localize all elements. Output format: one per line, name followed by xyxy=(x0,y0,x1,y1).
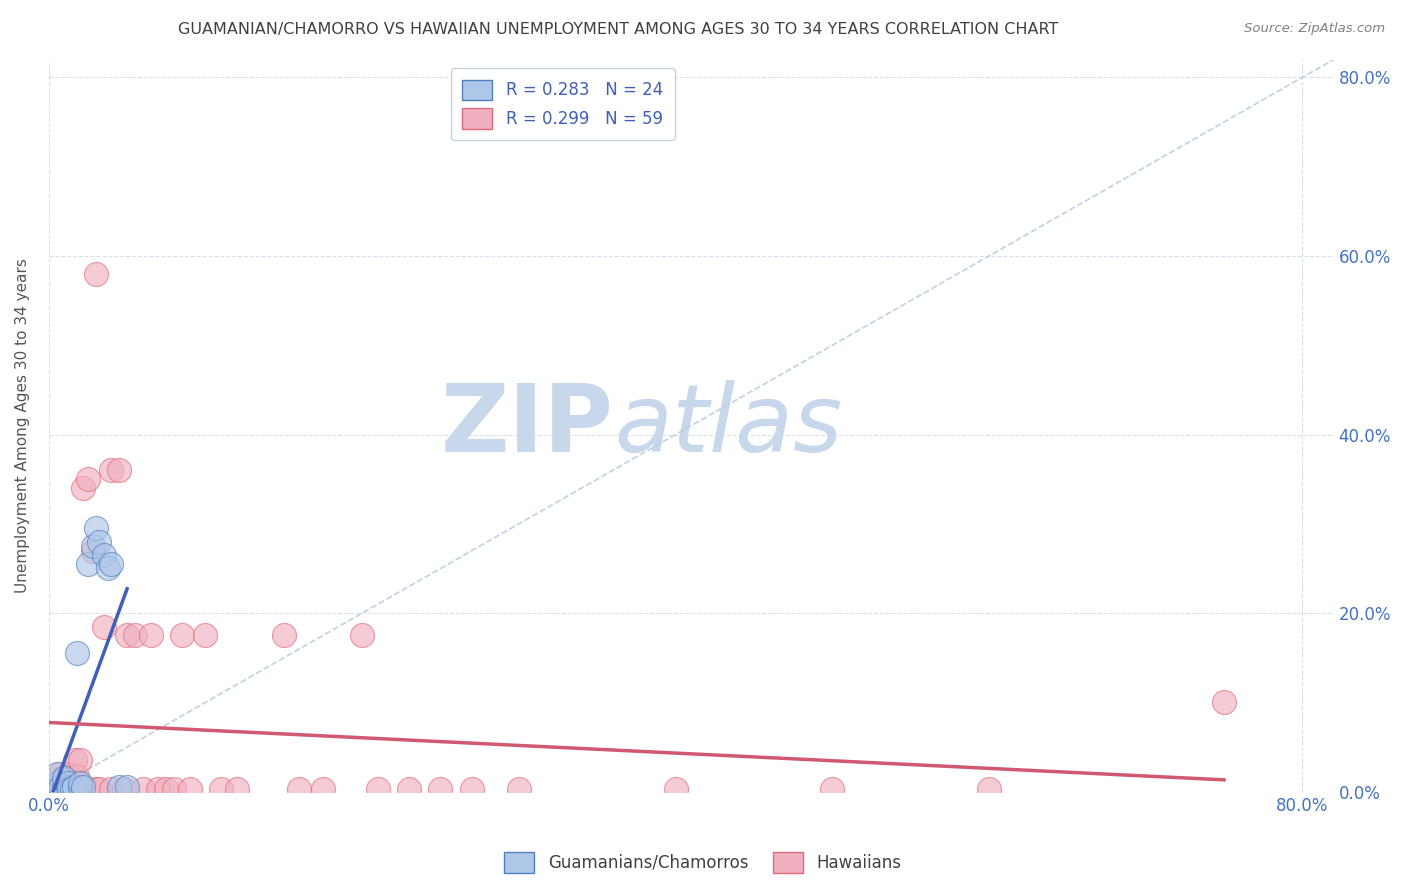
Point xyxy=(56,776,79,790)
Point xyxy=(66,646,89,660)
Point xyxy=(821,782,844,797)
Point xyxy=(48,767,70,781)
Point xyxy=(53,772,76,786)
Point xyxy=(56,769,79,783)
Point xyxy=(77,557,100,571)
Point xyxy=(132,782,155,797)
Point xyxy=(312,782,335,797)
Text: Source: ZipAtlas.com: Source: ZipAtlas.com xyxy=(1244,22,1385,36)
Point xyxy=(429,782,451,797)
Text: GUAMANIAN/CHAMORRO VS HAWAIIAN UNEMPLOYMENT AMONG AGES 30 TO 34 YEARS CORRELATIO: GUAMANIAN/CHAMORRO VS HAWAIIAN UNEMPLOYM… xyxy=(179,22,1059,37)
Point xyxy=(179,782,201,797)
Point xyxy=(112,782,135,797)
Point xyxy=(72,780,94,795)
Point xyxy=(1213,695,1236,709)
Point xyxy=(42,782,65,797)
Point xyxy=(58,782,80,797)
Point xyxy=(77,472,100,486)
Point xyxy=(100,557,122,571)
Point xyxy=(139,628,162,642)
Text: ZIP: ZIP xyxy=(441,380,614,472)
Point xyxy=(48,780,70,795)
Point xyxy=(45,767,67,781)
Point xyxy=(69,782,91,797)
Point xyxy=(194,628,217,642)
Point xyxy=(155,782,177,797)
Point xyxy=(93,548,115,562)
Y-axis label: Unemployment Among Ages 30 to 34 years: Unemployment Among Ages 30 to 34 years xyxy=(15,258,30,593)
Point xyxy=(66,769,89,783)
Point xyxy=(48,782,70,797)
Point xyxy=(148,782,170,797)
Point xyxy=(84,267,107,281)
Point xyxy=(352,628,374,642)
Point xyxy=(45,776,67,790)
Point xyxy=(163,782,186,797)
Text: atlas: atlas xyxy=(614,380,842,471)
Point xyxy=(63,782,86,797)
Point xyxy=(63,769,86,783)
Point xyxy=(45,776,67,790)
Point xyxy=(51,782,73,797)
Point xyxy=(60,782,83,797)
Point xyxy=(398,782,420,797)
Point xyxy=(508,782,530,797)
Point xyxy=(77,782,100,797)
Point xyxy=(53,776,76,790)
Point xyxy=(53,780,76,795)
Point xyxy=(461,782,484,797)
Point xyxy=(977,782,1000,797)
Point xyxy=(66,782,89,797)
Point xyxy=(63,780,86,795)
Point xyxy=(56,780,79,795)
Point xyxy=(87,782,110,797)
Point xyxy=(84,521,107,535)
Point xyxy=(115,780,138,795)
Point xyxy=(53,782,76,797)
Point xyxy=(367,782,389,797)
Point xyxy=(273,628,295,642)
Point xyxy=(69,780,91,795)
Point xyxy=(108,463,131,477)
Legend: R = 0.283   N = 24, R = 0.299   N = 59: R = 0.283 N = 24, R = 0.299 N = 59 xyxy=(451,68,675,140)
Point xyxy=(69,754,91,768)
Point xyxy=(87,534,110,549)
Point xyxy=(288,782,311,797)
Point xyxy=(45,780,67,795)
Point xyxy=(84,782,107,797)
Point xyxy=(97,561,120,575)
Legend: Guamanians/Chamorros, Hawaiians: Guamanians/Chamorros, Hawaiians xyxy=(498,846,908,880)
Point xyxy=(69,776,91,790)
Point xyxy=(664,782,686,797)
Point xyxy=(72,782,94,797)
Point xyxy=(58,782,80,797)
Point xyxy=(60,782,83,797)
Point xyxy=(124,628,146,642)
Point xyxy=(82,543,104,558)
Point xyxy=(100,782,122,797)
Point xyxy=(65,754,87,768)
Point xyxy=(56,782,79,797)
Point xyxy=(45,782,67,797)
Point xyxy=(72,481,94,495)
Point xyxy=(115,628,138,642)
Point xyxy=(108,780,131,795)
Point xyxy=(53,769,76,783)
Point xyxy=(82,539,104,553)
Point xyxy=(58,767,80,781)
Point xyxy=(170,628,193,642)
Point xyxy=(100,463,122,477)
Point xyxy=(225,782,247,797)
Point xyxy=(93,619,115,633)
Point xyxy=(209,782,232,797)
